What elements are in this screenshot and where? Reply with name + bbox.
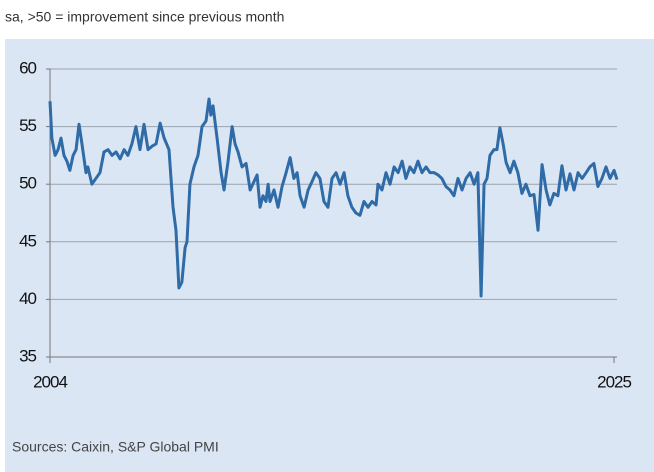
y-tick-label: 35 [19, 346, 36, 365]
y-tick-label: 45 [19, 231, 36, 250]
y-tick-label: 40 [19, 289, 36, 308]
series-line [48, 97, 619, 298]
y-tick-label: 60 [19, 58, 36, 77]
y-tick-label: 50 [19, 174, 36, 193]
x-tick-label: 2004 [33, 372, 67, 391]
y-tick-label: 55 [19, 116, 36, 135]
chart-background [5, 39, 654, 472]
chart-subtitle: sa, >50 = improvement since previous mon… [5, 9, 284, 25]
x-tick-label: 2025 [597, 372, 631, 391]
chart-source: Sources: Caixin, S&P Global PMI [12, 439, 219, 455]
